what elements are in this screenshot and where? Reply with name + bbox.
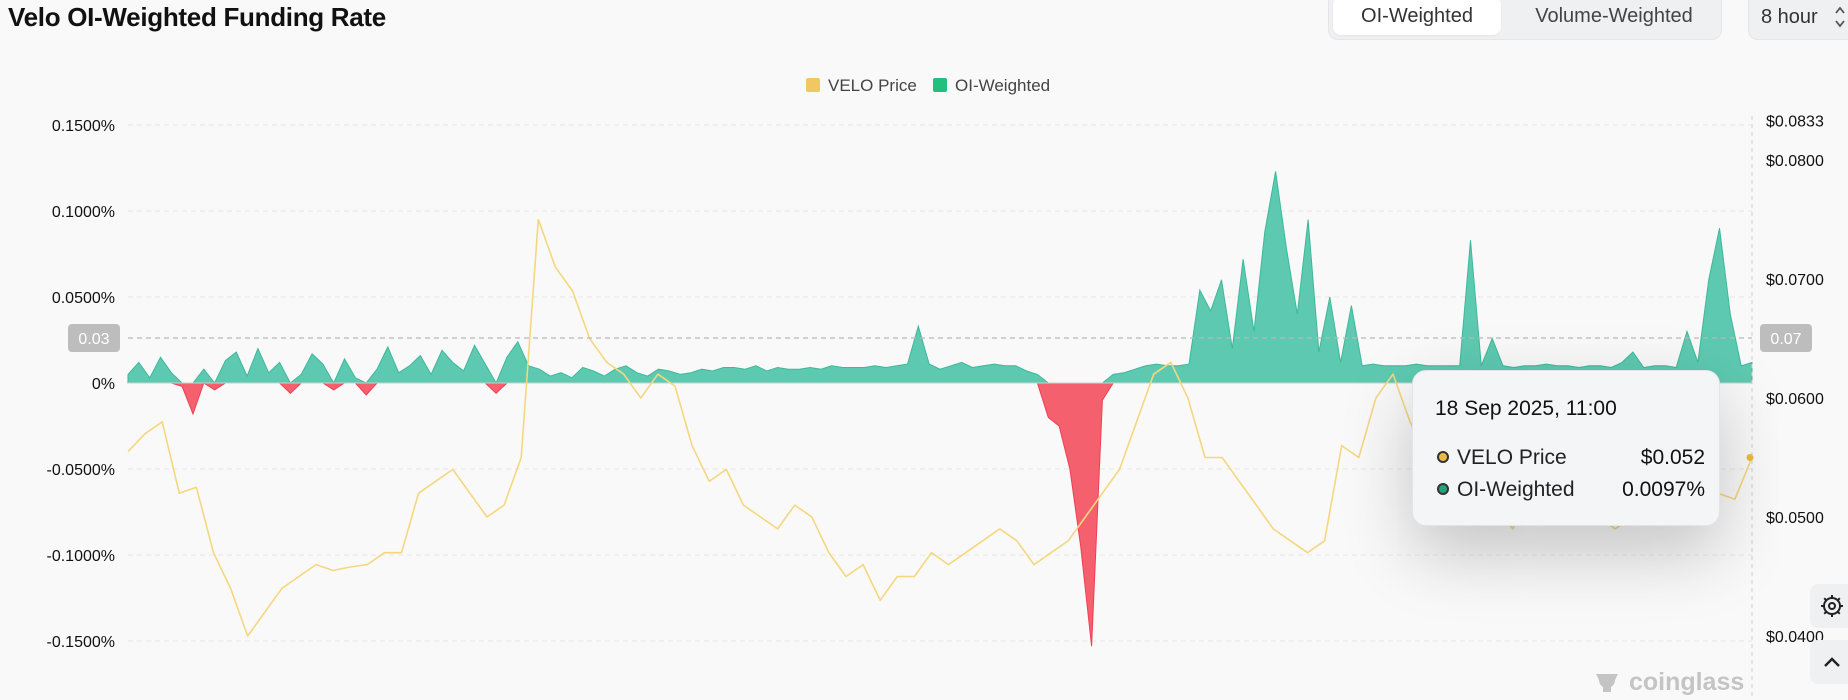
right-tick-label: $0.0700	[1766, 272, 1824, 289]
page-title: Velo OI-Weighted Funding Rate	[8, 2, 386, 32]
weighting-toggle: OI-Weighted Volume-Weighted	[1328, 0, 1722, 40]
crosshair-left-label: 0.03	[78, 331, 109, 348]
scroll-top-button[interactable]	[1810, 640, 1848, 684]
right-tick-label: $0.0400	[1766, 629, 1824, 646]
tooltip-label: OI-Weighted	[1457, 478, 1575, 501]
legend-label: VELO Price	[828, 76, 917, 95]
legend-label: OI-Weighted	[955, 76, 1050, 95]
crosshair-right-label: 0.07	[1770, 331, 1801, 348]
left-tick-label: 0%	[92, 376, 115, 393]
left-tick-label: -0.0500%	[47, 462, 116, 479]
watermark: coinglass	[1592, 668, 1744, 697]
left-tick-label: -0.1500%	[47, 634, 116, 651]
crosshair-right-badge	[1760, 324, 1812, 352]
left-tick-label: 0.1500%	[52, 118, 115, 135]
right-tick-label: $0.0800	[1766, 153, 1824, 170]
chart-tooltip: 18 Sep 2025, 11:00 VELO Price $0.052 OI-…	[1412, 370, 1720, 526]
coinglass-logo-icon	[1596, 674, 1618, 692]
left-tick-label: -0.1000%	[47, 548, 116, 565]
right-tick-label: $0.0600	[1766, 391, 1824, 408]
right-tick-label: $0.0833	[1766, 114, 1824, 131]
chevron-updown-icon	[1833, 0, 1847, 43]
tooltip-date: 18 Sep 2025, 11:00	[1435, 397, 1617, 420]
watermark-text: coinglass	[1628, 668, 1745, 696]
left-tick-label: 0.1000%	[52, 204, 115, 221]
legend-swatch	[806, 78, 820, 92]
interval-select[interactable]: 8 hour	[1748, 0, 1848, 40]
settings-button[interactable]	[1810, 584, 1848, 628]
volume-weighted-tab[interactable]: Volume-Weighted	[1535, 5, 1693, 27]
left-tick-label: 0.0500%	[52, 290, 115, 307]
tooltip-value: 0.0097%	[1622, 478, 1705, 501]
settings-icon	[1821, 595, 1843, 617]
oi-dot-icon	[1437, 483, 1449, 495]
legend-swatch	[933, 78, 947, 92]
price-dot-icon	[1437, 451, 1449, 463]
chevron-up-icon	[1824, 657, 1840, 667]
tooltip-row-oi: OI-Weighted 0.0097%	[1435, 478, 1705, 502]
oi-weighted-tab[interactable]: OI-Weighted	[1333, 0, 1501, 35]
funding-positive-area	[127, 171, 1753, 385]
right-tick-label: $0.0500	[1766, 510, 1824, 527]
crosshair-left-badge	[68, 324, 120, 352]
tooltip-value: $0.052	[1640, 446, 1705, 469]
tooltip-row-price: VELO Price $0.052	[1435, 446, 1705, 470]
interval-value: 8 hour	[1761, 6, 1818, 28]
tooltip-label: VELO Price	[1457, 446, 1567, 469]
